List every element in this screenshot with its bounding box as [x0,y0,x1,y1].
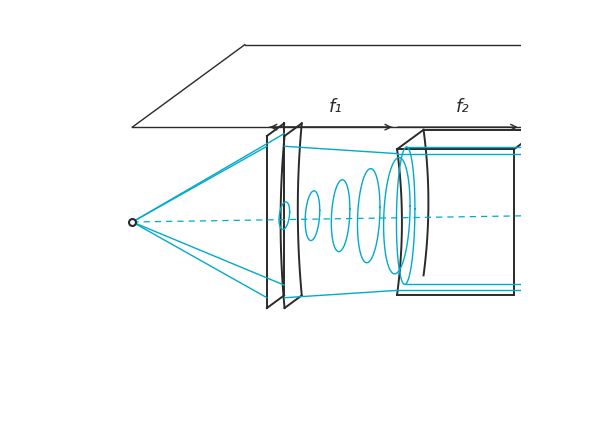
Text: f₂: f₂ [455,98,469,116]
Text: f₁: f₁ [328,98,342,116]
